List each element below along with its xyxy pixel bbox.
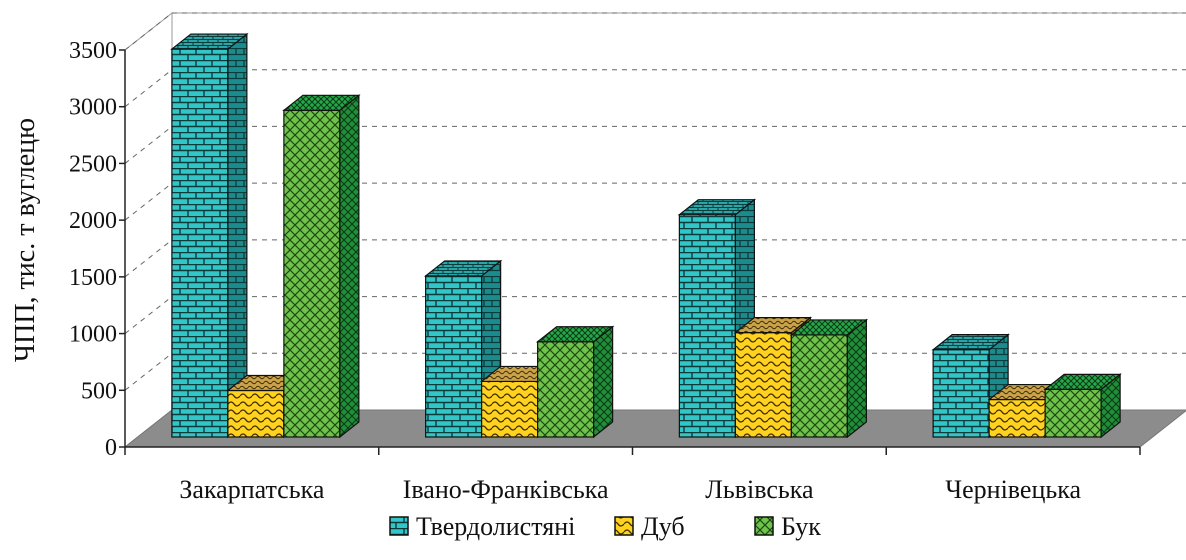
bar xyxy=(789,318,869,439)
legend-label: Дуб xyxy=(641,512,685,541)
y-tick-label: 1000 xyxy=(69,322,117,348)
bar-top xyxy=(535,326,615,343)
bar-side xyxy=(339,94,360,439)
legend-label: Твердолистяні xyxy=(416,512,575,541)
bar-front xyxy=(678,214,736,438)
bar xyxy=(535,325,615,439)
y-tick-label: 1500 xyxy=(69,265,117,291)
legend-label: Бук xyxy=(781,512,821,541)
x-category-label: Чернівецька xyxy=(945,475,1081,504)
y-tick-label: 0 xyxy=(105,435,117,461)
bar-side xyxy=(593,325,614,439)
x-category-label: Львівська xyxy=(705,475,814,504)
left-wall xyxy=(124,11,173,449)
bar-top xyxy=(733,317,813,334)
bar xyxy=(1043,373,1122,439)
bar-front xyxy=(171,48,229,438)
y-axis: 0 500 1000 1500 2000 2500 3000 3500 xyxy=(69,38,126,461)
bar-front xyxy=(227,389,285,438)
x-axis: Закарпатська Івано-Франківська Львівська Че… xyxy=(124,446,1141,504)
bar-top xyxy=(677,199,757,216)
bar xyxy=(282,94,361,439)
y-tick-label: 2000 xyxy=(69,208,117,234)
legend-swatch xyxy=(614,516,634,536)
bar-front xyxy=(425,275,483,438)
bar-front xyxy=(932,349,990,438)
y-axis-label: ЧПП, тис. т вуглецю xyxy=(10,118,41,362)
bar-top xyxy=(789,319,869,336)
y-tick-label: 2500 xyxy=(69,151,117,177)
bar-front xyxy=(988,398,1046,438)
bar-front xyxy=(537,341,595,438)
bar-front xyxy=(1044,388,1102,438)
bar-top xyxy=(1043,373,1122,390)
y-tick-label: 3500 xyxy=(69,38,117,64)
bar-front xyxy=(790,334,848,438)
legend-item: Твердолистяні xyxy=(389,512,575,541)
bars xyxy=(170,32,1122,439)
bar-top xyxy=(282,94,361,111)
bar-side xyxy=(227,32,248,439)
legend: Твердолистяні Дуб Бук xyxy=(389,512,821,541)
x-category-label: Івано-Франківська xyxy=(403,475,609,504)
bar-top xyxy=(423,260,503,277)
y-tick-label: 3000 xyxy=(69,95,117,121)
bar-side xyxy=(846,318,867,439)
bar xyxy=(423,259,503,439)
legend-swatch xyxy=(389,516,409,536)
bar-top xyxy=(931,334,1010,351)
y-tick-label: 500 xyxy=(81,378,117,404)
legend-item: Дуб xyxy=(614,512,685,541)
bar-top xyxy=(170,33,249,50)
bar-front xyxy=(481,380,539,438)
legend-swatch xyxy=(754,516,774,536)
bar-front xyxy=(283,109,341,438)
plot-frame xyxy=(123,11,1186,449)
bar xyxy=(170,32,249,439)
legend-item: Бук xyxy=(754,512,821,541)
bar-front xyxy=(734,332,792,438)
x-category-label: Закарпатська xyxy=(179,475,324,504)
